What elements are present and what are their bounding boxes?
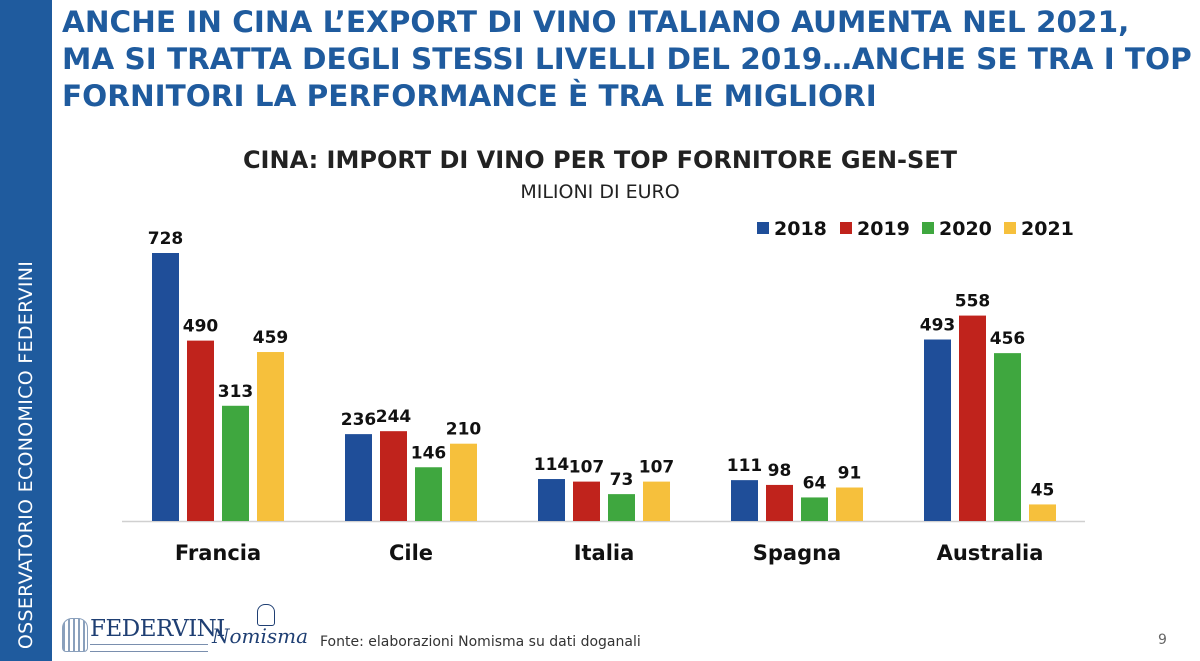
- nomisma-logo-text: Nomisma: [212, 624, 309, 648]
- data-label: 558: [955, 292, 991, 312]
- bar-2020-spagna: [801, 497, 828, 521]
- category-label: Francia: [175, 541, 261, 565]
- data-label: 236: [341, 410, 377, 430]
- bar-2020-australia: [994, 353, 1021, 521]
- nomisma-emblem-icon: [257, 604, 275, 626]
- category-label: Italia: [574, 541, 635, 565]
- data-label: 459: [253, 328, 289, 348]
- data-label: 313: [218, 382, 254, 402]
- nomisma-logo: Nomisma: [212, 604, 308, 656]
- headline-line: ANCHE IN CINA L’EXPORT DI VINO ITALIANO …: [62, 5, 1130, 39]
- data-label: 493: [920, 316, 956, 336]
- sidebar-band: OSSERVATORIO ECONOMICO FEDERVINI: [0, 0, 52, 661]
- headline-line: FORNITORI LA PERFORMANCE È TRA LE MIGLIO…: [62, 79, 877, 113]
- data-label: 91: [838, 464, 862, 484]
- bar-2019-cile: [380, 431, 407, 521]
- legend-swatch-2020: [922, 222, 934, 234]
- category-label: Australia: [937, 541, 1044, 565]
- bar-2021-italia: [643, 481, 670, 521]
- category-label: Cile: [389, 541, 433, 565]
- data-label: 456: [990, 329, 1026, 349]
- legend-label: 2018: [774, 218, 827, 240]
- federvini-logo-text: FEDERVINI: [90, 616, 225, 642]
- bar-2018-australia: [924, 339, 951, 521]
- bar-2021-francia: [257, 352, 284, 521]
- bar-2019-francia: [187, 340, 214, 521]
- data-label: 146: [411, 443, 447, 463]
- federvini-emblem-icon: [62, 618, 88, 652]
- bar-2021-cile: [450, 443, 477, 521]
- legend-label: 2021: [1021, 218, 1074, 240]
- bar-2019-australia: [959, 315, 986, 521]
- bar-2018-francia: [152, 253, 179, 521]
- data-label: 111: [727, 456, 763, 476]
- chart-subtitle: MILIONI DI EURO: [520, 181, 680, 203]
- headline-line: MA SI TRATTA DEGLI STESSI LIVELLI DEL 20…: [62, 42, 1192, 76]
- data-label: 114: [534, 455, 570, 475]
- bar-2018-cile: [345, 434, 372, 521]
- source-note: Fonte: elaborazioni Nomisma su dati doga…: [320, 634, 641, 650]
- data-label: 490: [183, 317, 219, 337]
- data-label: 728: [148, 229, 184, 249]
- data-label: 45: [1031, 480, 1055, 500]
- legend-swatch-2021: [1004, 222, 1016, 234]
- bar-2021-australia: [1029, 504, 1056, 521]
- data-label: 73: [610, 470, 634, 490]
- category-label: Spagna: [753, 541, 841, 565]
- page-number: 9: [1158, 632, 1167, 648]
- data-label: 98: [768, 461, 792, 481]
- bar-2018-spagna: [731, 480, 758, 521]
- legend-swatch-2018: [757, 222, 769, 234]
- bar-2019-spagna: [766, 484, 793, 521]
- legend-label: 2020: [939, 218, 992, 240]
- slide-headline: ANCHE IN CINA L’EXPORT DI VINO ITALIANO …: [62, 4, 1192, 115]
- bar-2020-cile: [415, 467, 442, 521]
- bar-2020-italia: [608, 494, 635, 521]
- federvini-logo-rule: [90, 644, 208, 652]
- bar-2021-spagna: [836, 487, 863, 521]
- federvini-logo: FEDERVINI: [62, 606, 225, 654]
- bar-2018-italia: [538, 479, 565, 521]
- bar-2020-francia: [222, 405, 249, 521]
- legend-label: 2019: [857, 218, 910, 240]
- data-label: 64: [803, 473, 827, 493]
- bar-2019-italia: [573, 481, 600, 521]
- data-label: 107: [569, 458, 605, 478]
- data-label: 210: [446, 420, 482, 440]
- data-label: 244: [376, 407, 412, 427]
- chart-title: CINA: IMPORT DI VINO PER TOP FORNITORE G…: [242, 146, 958, 174]
- legend-swatch-2019: [840, 222, 852, 234]
- data-label: 107: [639, 458, 675, 478]
